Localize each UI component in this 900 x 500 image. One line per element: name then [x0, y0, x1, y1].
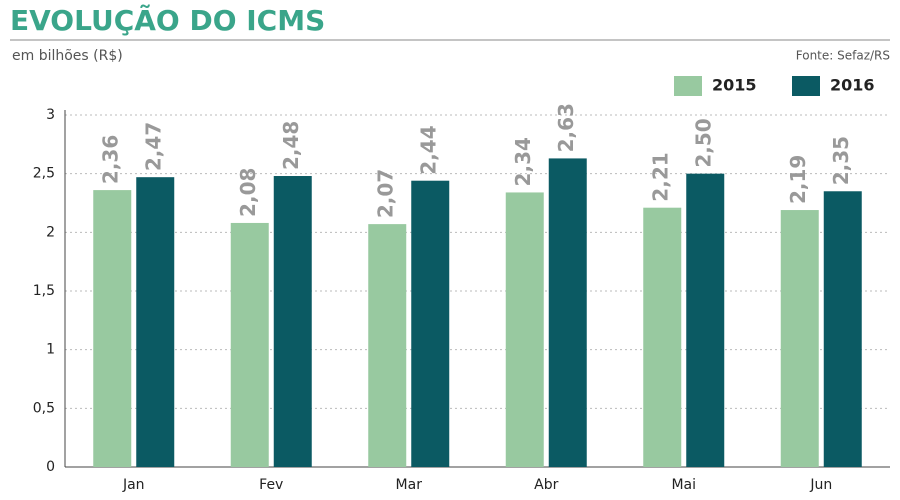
bar — [780, 210, 819, 468]
value-label: 2,36 — [99, 135, 123, 184]
value-label: 2,48 — [279, 121, 303, 170]
value-label: 2,34 — [511, 137, 535, 186]
value-label: 2,07 — [374, 169, 398, 218]
value-label: 2,50 — [692, 118, 716, 167]
legend-label: 2016 — [830, 76, 875, 95]
x-tick-label: Mar — [396, 477, 423, 493]
legend-swatch — [792, 76, 820, 96]
y-tick-label: 2 — [46, 224, 55, 240]
bar — [548, 158, 587, 467]
bar — [505, 192, 544, 467]
x-tick-label: Fev — [259, 477, 283, 493]
bar — [368, 224, 407, 467]
y-tick-label: 0 — [46, 459, 55, 475]
bar — [273, 176, 312, 467]
legend-label: 2015 — [712, 76, 757, 95]
y-tick-label: 2,5 — [33, 166, 55, 182]
y-tick-label: 1,5 — [33, 283, 55, 299]
bar — [93, 190, 132, 468]
y-tick-label: 1 — [46, 342, 55, 358]
value-label: 2,21 — [649, 152, 673, 201]
chart-subtitle: em bilhões (R$) — [12, 48, 123, 64]
x-tick-label: Abr — [534, 477, 558, 493]
value-label: 2,63 — [554, 103, 578, 152]
bar — [686, 173, 725, 467]
value-label: 2,35 — [829, 136, 853, 185]
value-label: 2,44 — [417, 125, 441, 174]
value-label: 2,08 — [236, 168, 260, 217]
x-tick-label: Jan — [122, 477, 145, 493]
value-label: 2,19 — [786, 155, 810, 204]
bar — [823, 191, 862, 467]
y-tick-label: 0,5 — [33, 400, 55, 416]
bar — [230, 222, 269, 467]
x-tick-label: Jun — [809, 477, 832, 493]
bar — [643, 207, 682, 467]
y-tick-label: 3 — [46, 107, 55, 123]
value-label: 2,47 — [142, 122, 166, 171]
bar — [136, 177, 175, 468]
source: Fonte: Sefaz/RS — [796, 49, 890, 63]
chart-title: EVOLUÇÃO DO ICMS — [10, 3, 325, 37]
x-tick-label: Mai — [671, 477, 696, 493]
legend-swatch — [674, 76, 702, 96]
bar — [411, 180, 450, 467]
